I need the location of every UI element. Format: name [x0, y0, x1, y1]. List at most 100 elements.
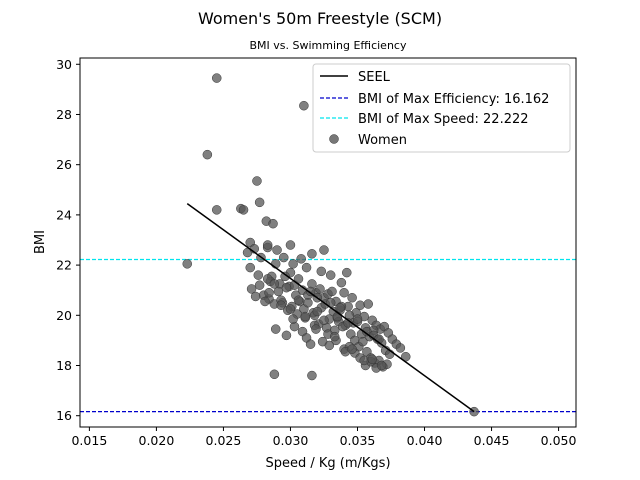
data-point: [307, 249, 317, 259]
chart-title: Women's 50m Freestyle (SCM): [198, 9, 442, 28]
data-point: [329, 331, 340, 342]
data-point: [358, 336, 368, 347]
x-tick-label: 0.035: [340, 433, 376, 448]
data-point: [280, 271, 290, 282]
data-point: [312, 306, 323, 317]
data-point: [254, 280, 265, 290]
data-point: [252, 176, 262, 186]
data-point: [264, 287, 274, 298]
data-point: [355, 300, 365, 311]
legend-label-max-efficiency: BMI of Max Efficiency: 16.162: [358, 92, 549, 107]
data-point: [303, 297, 313, 308]
data-point: [315, 284, 325, 294]
data-point: [307, 370, 317, 381]
data-point: [285, 304, 296, 314]
data-point: [238, 205, 249, 215]
data-point: [305, 286, 316, 297]
data-point: [279, 252, 289, 263]
data-point: [376, 360, 387, 371]
x-tick-label: 0.050: [541, 433, 577, 448]
data-point: [270, 324, 281, 334]
x-axis-ticks: 0.015 0.020 0.025 0.030 0.035 0.040 0.045 0.050: [71, 427, 577, 448]
data-point: [246, 284, 257, 294]
chart-subtitle: BMI vs. Swimming Efficiency: [250, 39, 407, 52]
x-tick-label: 0.025: [206, 433, 242, 448]
legend: SEEL BMI of Max Efficiency: 16.162 BMI o…: [312, 63, 571, 153]
data-point: [335, 303, 345, 313]
data-point: [285, 240, 296, 250]
data-point: [211, 73, 222, 83]
data-point: [296, 254, 306, 264]
legend-label-women: Women: [358, 133, 407, 148]
data-point: [324, 340, 335, 351]
data-point: [342, 267, 352, 278]
data-point: [359, 355, 369, 366]
data-point: [262, 274, 273, 284]
data-point: [319, 315, 329, 326]
y-tick-label: 22: [56, 258, 72, 273]
data-point: [262, 240, 273, 250]
y-tick-label: 28: [56, 107, 72, 122]
seel-line: [186, 202, 475, 413]
data-points: [182, 73, 479, 417]
y-tick-label: 18: [56, 358, 72, 373]
data-point: [281, 282, 292, 293]
x-tick-label: 0.045: [474, 433, 510, 448]
data-point: [311, 324, 321, 334]
x-tick-label: 0.040: [407, 433, 443, 448]
data-point: [253, 270, 264, 280]
data-point: [250, 291, 261, 302]
data-point: [293, 295, 304, 305]
data-point: [268, 218, 278, 229]
x-axis-label: Speed / Kg (m/Kgs): [265, 456, 390, 471]
data-point: [288, 259, 298, 269]
data-point: [367, 354, 377, 364]
data-point: [305, 339, 316, 349]
data-point: [245, 262, 255, 273]
data-point: [395, 343, 406, 353]
y-tick-label: 26: [56, 157, 72, 172]
data-point: [327, 286, 337, 297]
seel-line-group: [186, 202, 475, 413]
y-axis-ticks: 16 18 20 22 24 26 28 30: [56, 57, 80, 423]
x-tick-label: 0.020: [139, 433, 175, 448]
data-point: [269, 369, 280, 380]
data-point: [347, 292, 357, 303]
data-point: [316, 266, 327, 277]
legend-label-max-speed: BMI of Max Speed: 22.222: [358, 112, 529, 127]
data-point: [301, 262, 312, 273]
data-point: [260, 296, 270, 307]
data-point: [211, 205, 222, 215]
data-point: [352, 314, 363, 324]
data-point: [273, 286, 284, 297]
data-point: [339, 287, 349, 298]
legend-box: [312, 63, 571, 153]
legend-label-seel: SEEL: [358, 70, 391, 85]
x-tick-label: 0.030: [273, 433, 309, 448]
data-point: [269, 279, 280, 289]
data-point: [300, 311, 310, 322]
data-point: [288, 314, 298, 324]
data-point: [254, 197, 265, 208]
data-point: [182, 259, 192, 269]
y-tick-label: 16: [56, 408, 72, 423]
plot-area-frame: [79, 57, 577, 428]
data-point: [319, 245, 329, 255]
data-point: [202, 149, 213, 160]
legend-marker-women: [329, 134, 339, 144]
data-point: [347, 344, 357, 354]
data-point: [281, 330, 292, 341]
data-point: [272, 245, 282, 255]
data-point: [363, 299, 373, 309]
y-tick-label: 20: [56, 308, 72, 323]
data-point: [299, 100, 309, 111]
reference-lines: [80, 258, 576, 413]
data-point: [276, 300, 286, 311]
data-point: [336, 277, 347, 288]
data-point: [325, 270, 336, 280]
y-axis-label: BMI: [33, 230, 48, 254]
x-tick-label: 0.015: [71, 433, 107, 448]
y-tick-label: 30: [56, 57, 72, 72]
y-tick-label: 24: [56, 207, 72, 222]
